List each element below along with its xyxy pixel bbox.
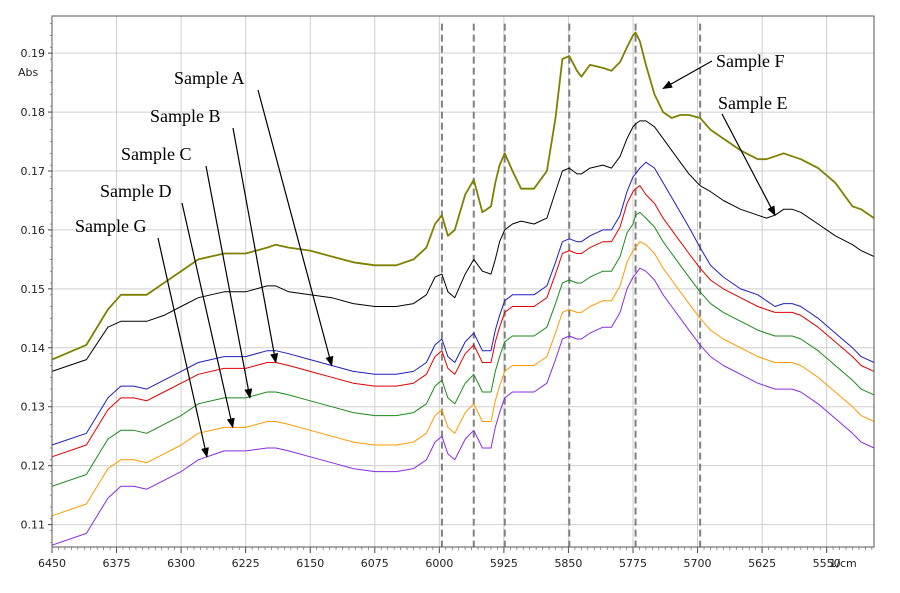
y-tick-label: 0.12 (21, 460, 46, 473)
y-tick-label: 0.17 (21, 165, 46, 178)
plot-frame (51, 15, 875, 548)
annotation-label: Sample A (174, 68, 245, 88)
annotation-arrow (157, 237, 209, 458)
x-axis-unit: 1/cm (829, 557, 856, 570)
x-tick-label: 6375 (103, 557, 131, 570)
series-line-sample-f (51, 31, 875, 361)
annotation-arrow (721, 113, 776, 217)
x-tick-label: 5925 (490, 557, 518, 570)
y-tick-label: 0.18 (21, 106, 46, 119)
annotation-label: Sample D (100, 181, 172, 201)
x-tick-label: 5700 (684, 557, 712, 570)
annotation-arrow (205, 165, 253, 399)
y-axis-label: Abs (18, 66, 39, 79)
x-tick-label: 5625 (748, 557, 776, 570)
x-tick-label: 6150 (296, 557, 324, 570)
x-tick-label: 6075 (361, 557, 389, 570)
series-line-sample-a (51, 161, 875, 446)
series-layer (51, 31, 875, 546)
y-tick-label: 0.15 (21, 283, 46, 296)
annotation-arrow (232, 127, 279, 364)
x-tick-label: 6450 (38, 557, 66, 570)
annotation-label: Sample B (150, 106, 221, 126)
annotation-arrow (662, 60, 713, 90)
annotation-layer: Sample A Sample B Sample C Sample D Sample G… (75, 51, 788, 458)
axis-layer: 0.11 0.12 0.13 0.14 0.15 0.16 0.17 0.18 0.19 Abs 6… (18, 15, 875, 570)
series-line-sample-g (51, 267, 875, 546)
annotation-label: Sample C (121, 144, 192, 164)
x-tick-label: 5550 (813, 557, 841, 570)
x-tick-label: 6300 (167, 557, 195, 570)
series-line-sample-e (51, 120, 875, 372)
annotation-label: Sample G (75, 216, 147, 236)
series-line-sample-d (51, 241, 875, 517)
annotation-arrow (181, 202, 235, 429)
x-tick-label: 6225 (232, 557, 260, 570)
y-tick-label: 0.13 (21, 401, 46, 414)
y-tick-label: 0.11 (21, 519, 46, 532)
series-line-sample-c (51, 211, 875, 487)
y-tick-label: 0.14 (21, 342, 46, 355)
y-tick-label: 0.16 (21, 224, 46, 237)
annotation-arrow (257, 89, 334, 367)
x-tick-label: 5850 (554, 557, 582, 570)
y-tick-label: 0.19 (21, 47, 46, 60)
annotation-label: Sample E (718, 93, 788, 113)
annotation-label: Sample F (716, 51, 785, 71)
x-tick-label: 5775 (619, 557, 647, 570)
x-tick-label: 6000 (425, 557, 453, 570)
